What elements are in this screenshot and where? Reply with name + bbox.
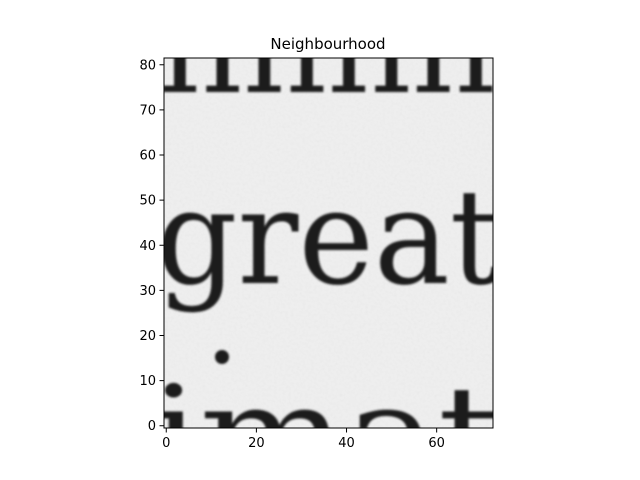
x-axis: 0 20 40 60: [162, 428, 445, 451]
y-tick-label: 30: [139, 284, 156, 299]
y-tick-label: 70: [139, 103, 156, 118]
ink-dot: [215, 350, 229, 364]
y-tick-label: 40: [139, 239, 156, 254]
x-tick-label: 40: [338, 436, 355, 451]
x-tick-label: 0: [162, 436, 170, 451]
x-tick-label: 60: [428, 436, 445, 451]
text-row-top: nnnn: [158, 0, 496, 122]
text-row-bottom: imat: [150, 358, 500, 480]
y-tick-label: 60: [139, 149, 156, 164]
y-tick-label: 20: [139, 329, 156, 344]
y-tick-label: 0: [148, 419, 156, 434]
y-tick-label: 50: [139, 194, 156, 209]
paper-background: [164, 58, 493, 428]
y-axis: 0 10 20 30 40 50 60 70 80: [139, 58, 164, 434]
text-content: nnnn great imat: [150, 0, 501, 480]
y-tick-label: 80: [139, 58, 156, 73]
x-tick-label: 20: [248, 436, 265, 451]
chart-title: Neighbourhood: [270, 35, 385, 53]
y-tick-label: 10: [139, 374, 156, 389]
plot-frame: [163, 57, 494, 429]
image-area: nnnn great imat: [150, 0, 501, 480]
text-row-middle: great: [156, 161, 501, 315]
